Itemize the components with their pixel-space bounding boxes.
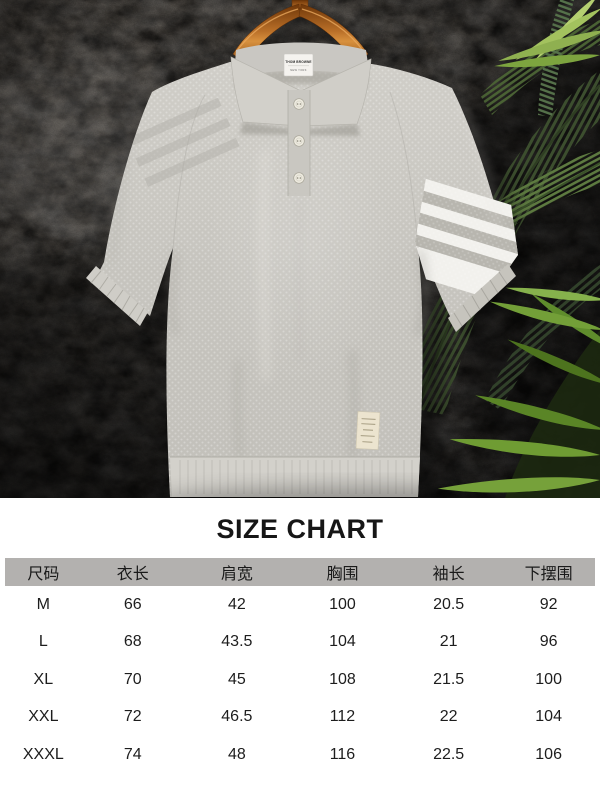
table-row: L 68 43.5 104 21 96 (5, 624, 595, 662)
brand-label-line2: NEW YORK (290, 68, 306, 72)
value-cell: 45 (227, 670, 246, 688)
product-page: THOM BROWNE NEW YORK (0, 0, 600, 774)
left-cuff (86, 266, 148, 326)
table-row: XL 70 45 108 21.5 100 (5, 661, 595, 699)
column-header-length: 衣长 (116, 566, 149, 583)
value-cell: 96 (539, 633, 558, 651)
size-cell: L (38, 633, 48, 651)
column-header-size: 尺码 (27, 566, 60, 583)
size-cell: M (36, 595, 50, 613)
value-cell: 92 (539, 595, 558, 613)
table-header-row: 尺码 衣长 肩宽 胸围 袖长 下摆围 (5, 558, 595, 586)
polo-shirt: THOM BROWNE NEW YORK (86, 42, 518, 497)
size-cell: XXL (28, 708, 59, 726)
value-cell: 42 (227, 595, 246, 613)
button-placket (287, 90, 311, 196)
size-chart-title: SIZE CHART (216, 514, 384, 544)
value-cell: 21.5 (433, 670, 465, 688)
value-cell: 68 (123, 633, 142, 651)
value-cell: 106 (535, 745, 562, 763)
table-row: XXL 72 46.5 112 22 104 (5, 699, 595, 737)
product-photo: THOM BROWNE NEW YORK (0, 0, 600, 498)
value-cell: 72 (123, 708, 142, 726)
button-icon (293, 172, 305, 184)
value-cell: 46.5 (221, 708, 253, 726)
collar-flap-right (301, 58, 372, 127)
value-cell: 104 (329, 633, 356, 651)
brand-label: THOM BROWNE NEW YORK (283, 53, 314, 77)
plant-leaves-foreground (437, 283, 600, 498)
value-cell: 104 (535, 708, 562, 726)
hem-band (170, 456, 420, 497)
value-cell: 48 (227, 745, 246, 763)
column-header-chest: 胸围 (326, 566, 359, 583)
column-header-hem: 下摆围 (524, 566, 573, 583)
button-icon (293, 98, 305, 110)
value-cell: 22 (439, 708, 458, 726)
value-cell: 70 (123, 670, 142, 688)
size-cell: XL (33, 670, 54, 688)
size-table: 尺码 衣长 肩宽 胸围 袖长 下摆围 M 66 42 100 20.5 92 L… (5, 558, 595, 774)
value-cell: 21 (439, 633, 458, 651)
column-header-shoulder: 肩宽 (220, 566, 253, 583)
table-row: M 66 42 100 20.5 92 (5, 586, 595, 624)
value-cell: 20.5 (433, 595, 465, 613)
value-cell: 66 (123, 595, 142, 613)
value-cell: 22.5 (433, 745, 465, 763)
size-chart-section: SIZE CHART 尺码 衣长 肩宽 胸围 袖长 下摆围 M 66 42 10… (0, 514, 600, 774)
value-cell: 100 (329, 595, 356, 613)
value-cell: 116 (329, 745, 356, 763)
value-cell: 100 (535, 670, 562, 688)
button-icon (293, 135, 305, 147)
value-cell: 112 (329, 708, 356, 726)
size-cell: XXXL (22, 745, 64, 763)
value-cell: 108 (329, 670, 356, 688)
value-cell: 43.5 (221, 633, 253, 651)
right-cuff (448, 264, 516, 332)
value-cell: 74 (123, 745, 142, 763)
column-header-sleeve: 袖长 (432, 566, 465, 583)
brand-label-line1: THOM BROWNE (285, 60, 311, 64)
hang-tag (355, 411, 381, 450)
table-row: XXXL 74 48 116 22.5 106 (5, 736, 595, 774)
collar-flap-left (230, 56, 301, 127)
